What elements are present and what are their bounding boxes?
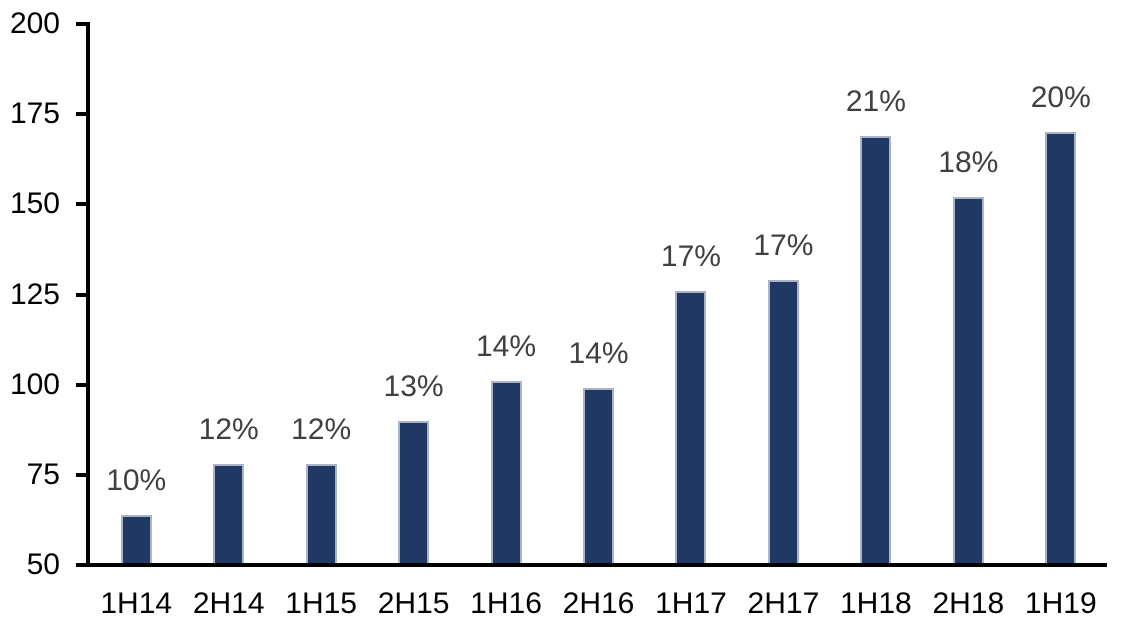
bar	[767, 280, 799, 563]
y-axis-tick	[76, 472, 86, 477]
x-axis-tick-label: 2H15	[377, 587, 450, 620]
bar-value-label: 12%	[291, 413, 352, 446]
bar-value-label: 18%	[938, 146, 999, 180]
y-axis-tick	[76, 202, 86, 207]
bar	[1045, 132, 1077, 563]
bar-value-label: 12%	[198, 413, 259, 446]
x-axis-tick-label: 1H14	[100, 587, 173, 620]
y-axis-tick	[76, 563, 86, 567]
x-axis-tick-label: 1H17	[655, 587, 727, 620]
x-axis-tick-label: 2H17	[747, 587, 820, 620]
bar-value-label: 10%	[106, 463, 167, 497]
bar-value-label: 14%	[476, 330, 537, 364]
bar	[675, 290, 707, 563]
bar-value-label: 17%	[660, 239, 721, 273]
x-axis-line	[86, 563, 1107, 567]
x-axis-tick-label: 1H19	[1024, 587, 1097, 620]
y-axis-tick	[76, 382, 86, 387]
x-axis-tick-label: 1H18	[840, 587, 912, 620]
bar	[305, 464, 337, 563]
x-axis-tick-label: 1H16	[470, 587, 542, 620]
bar	[490, 381, 522, 563]
y-axis-tick-label: 150	[9, 187, 60, 221]
y-axis-tick-label: 175	[9, 97, 60, 131]
x-axis-tick-label: 1H15	[285, 587, 357, 620]
y-axis-tick-label: 50	[26, 548, 60, 581]
bar	[398, 420, 430, 563]
y-axis-tick	[76, 292, 86, 297]
bar	[952, 197, 984, 563]
bar	[583, 388, 614, 563]
y-axis-tick-label: 125	[9, 277, 60, 311]
y-axis-tick-label: 100	[9, 367, 60, 401]
bar-value-label: 21%	[845, 84, 906, 118]
y-axis-tick-label: 75	[26, 457, 60, 491]
bar	[213, 464, 245, 563]
bar	[860, 135, 892, 563]
x-axis-tick-label: 2H16	[562, 587, 635, 620]
bar-value-label: 14%	[568, 337, 629, 371]
bar-value-label: 20%	[1030, 81, 1091, 115]
x-axis-tick-label: 2H18	[932, 587, 1005, 620]
y-axis-tick	[76, 112, 86, 117]
bar-value-label: 17%	[753, 229, 814, 263]
bar	[120, 514, 152, 563]
bar-value-label: 13%	[383, 369, 444, 403]
y-axis-tick-label: 200	[9, 7, 60, 40]
y-axis-tick	[76, 22, 86, 26]
x-axis-tick-label: 2H14	[192, 587, 265, 620]
y-axis-line	[86, 22, 90, 567]
